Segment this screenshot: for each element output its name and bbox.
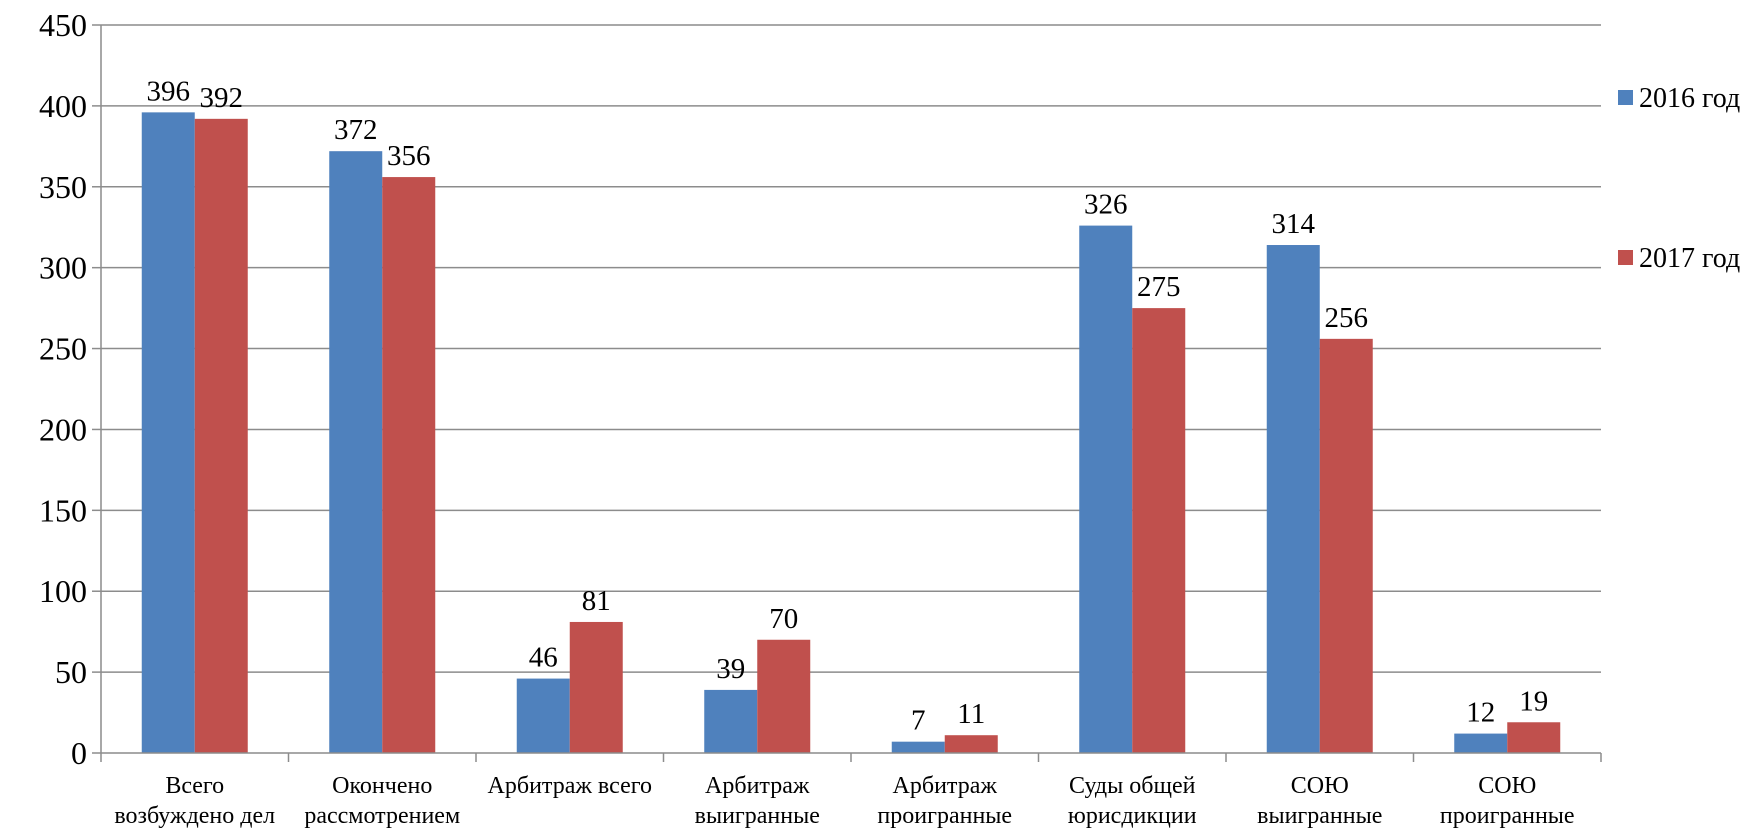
data-label: 372	[334, 114, 378, 146]
y-tick-label: 350	[39, 169, 87, 205]
x-category-label: Арбитраж всего	[488, 773, 652, 799]
x-axis-categories: Всего возбуждено дел Окончено рассмотрением…	[114, 773, 1574, 829]
legend-label: 2017 год	[1639, 243, 1740, 274]
y-tick-label: 0	[71, 735, 87, 771]
data-label: 19	[1519, 685, 1548, 717]
x-category-label: Арбитраж выигранные	[695, 773, 820, 829]
bar	[757, 639, 811, 753]
y-tick-label: 200	[39, 411, 87, 447]
y-tick-label: 300	[39, 250, 87, 286]
bar	[329, 151, 383, 754]
data-label: 12	[1466, 697, 1495, 729]
x-category-label: СОЮ проигранные	[1440, 773, 1575, 829]
bar	[1507, 722, 1561, 753]
data-label: 70	[769, 603, 798, 635]
bar	[1266, 245, 1320, 754]
y-tick-label: 150	[39, 492, 87, 528]
bar	[944, 735, 998, 753]
data-label: 46	[529, 642, 558, 674]
data-label: 392	[200, 82, 244, 114]
data-label: 396	[147, 75, 191, 107]
y-tick-label: 50	[55, 654, 87, 690]
bar	[1132, 308, 1186, 753]
bar	[141, 112, 195, 754]
x-category-label: Суды общей юрисдикции	[1068, 773, 1197, 829]
bar	[516, 678, 570, 753]
legend: 2016 год 2017 год	[1618, 83, 1740, 274]
y-tick-label: 250	[39, 331, 87, 367]
legend-swatch	[1618, 250, 1633, 265]
bar	[704, 689, 758, 753]
x-category-label: Арбитраж проигранные	[877, 773, 1012, 829]
bar-series	[141, 112, 1561, 754]
data-label: 81	[582, 585, 611, 617]
data-label: 256	[1325, 302, 1369, 334]
legend-label: 2016 год	[1639, 83, 1740, 114]
bar	[382, 177, 436, 753]
data-labels: 396 372 46 39 7 326 314 12 392 356 81 70 11 275 256 19	[147, 75, 1549, 736]
bar	[891, 741, 945, 753]
data-label: 39	[716, 653, 745, 685]
bar	[194, 118, 248, 753]
x-category-label: Всего возбуждено дел	[114, 773, 275, 829]
legend-swatch	[1618, 90, 1633, 105]
bar	[1079, 225, 1133, 754]
data-label: 275	[1137, 271, 1181, 303]
axes	[100, 25, 1602, 762]
data-label: 356	[387, 140, 431, 172]
data-label: 326	[1084, 189, 1128, 221]
x-category-label: Окончено рассмотрением	[304, 773, 460, 829]
y-axis-ticks: 0 50 100 150 200 250 300 350 400 450	[39, 7, 101, 771]
y-tick-label: 400	[39, 88, 87, 124]
data-label: 7	[911, 705, 926, 737]
bar	[1454, 733, 1508, 753]
y-tick-label: 450	[39, 7, 87, 43]
bar	[1319, 338, 1373, 753]
x-category-label: СОЮ выигранные	[1257, 773, 1382, 829]
y-tick-label: 100	[39, 573, 87, 609]
gridlines	[101, 24, 1601, 673]
data-label: 314	[1272, 208, 1316, 240]
data-label: 11	[957, 698, 985, 730]
bar	[569, 621, 623, 753]
